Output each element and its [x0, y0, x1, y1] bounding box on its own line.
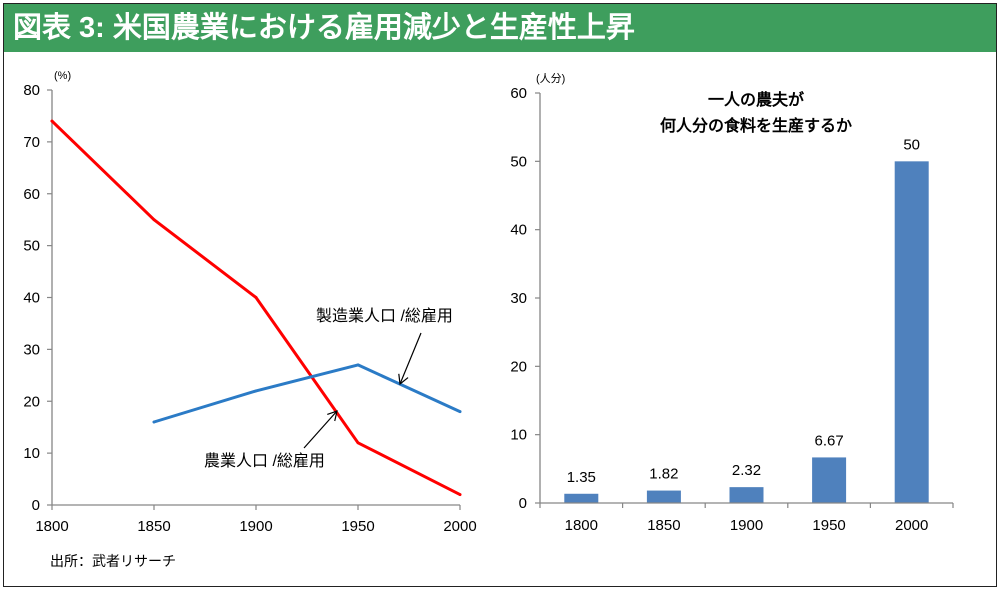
bar-chart-title-line-1: 一人の農夫が — [708, 90, 804, 109]
y-tick-label: 0 — [519, 495, 527, 512]
y-tick-label: 30 — [23, 341, 40, 358]
agriculture-data-point — [458, 493, 462, 497]
bar-data-label: 1.82 — [649, 466, 678, 483]
x-tick-label: 1900 — [239, 518, 272, 535]
y-tick-label: 50 — [510, 153, 527, 170]
bar-chart-y-unit: (人分) — [536, 72, 565, 85]
employment-share-line-chart: (%) 0 10 20 30 40 50 60 70 80 1800 1850 1900 1950 200… — [23, 70, 476, 535]
x-tick-label: 1950 — [341, 518, 374, 535]
bar-chart-title-line-2: 何人分の食料を生産するか — [660, 116, 852, 135]
y-tick-label: 10 — [510, 427, 527, 444]
agriculture-label-arrow — [303, 410, 338, 449]
line-chart-plot-area: 0 10 20 30 40 50 60 70 80 1800 1850 1900 1950 2000 — [23, 82, 476, 535]
bar-data-label: 1.35 — [567, 469, 596, 486]
x-tick-label: 1800 — [35, 518, 68, 535]
bar-1850 — [646, 490, 681, 503]
bar-data-label: 6.67 — [814, 432, 843, 449]
manufacturing-series-label: 製造業人口 /総雇用 — [316, 307, 453, 325]
x-tick-label: 1950 — [812, 517, 845, 534]
x-tick-label: 2000 — [443, 518, 476, 535]
manufacturing-data-point — [356, 363, 360, 367]
bar-1800 — [564, 493, 599, 503]
y-tick-label: 40 — [23, 290, 40, 307]
y-tick-label: 60 — [23, 186, 40, 203]
y-tick-label: 0 — [32, 497, 40, 514]
manufacturing-series-line — [152, 363, 462, 424]
agriculture-data-point — [254, 296, 258, 299]
bar-2000 — [894, 161, 929, 504]
agriculture-series-label: 農業人口 /総雇用 — [204, 452, 325, 470]
agriculture-data-point — [356, 441, 360, 445]
manufacturing-data-point — [152, 420, 156, 424]
y-tick-label: 60 — [510, 85, 527, 102]
farmer-productivity-bar-chart: (人分) 一人の農夫が 何人分の食料を生産するか 0 10 20 30 40 50 60 1.… — [510, 72, 954, 534]
y-tick-label: 40 — [510, 222, 527, 239]
manufacturing-label-arrow — [398, 332, 422, 386]
y-tick-label: 10 — [23, 445, 40, 462]
agriculture-data-point — [50, 119, 54, 123]
figure-title-bar: 図表 3: 米国農業における雇用減少と生産性上昇 — [4, 4, 996, 52]
line-chart-y-unit: (%) — [54, 70, 71, 82]
x-tick-label: 1850 — [137, 518, 170, 535]
x-tick-label: 2000 — [895, 517, 928, 534]
bar-1900 — [729, 487, 764, 503]
bar-data-label: 2.32 — [732, 462, 761, 479]
figure-title: 図表 3: 米国農業における雇用減少と生産性上昇 — [13, 12, 635, 44]
y-tick-label: 20 — [510, 358, 527, 375]
x-tick-label: 1850 — [647, 517, 680, 534]
bar-1950 — [812, 457, 847, 503]
source-note: 出所：武者リサーチ — [50, 553, 176, 569]
bar-chart-plot-area: 0 10 20 30 40 50 60 1.35 1800 1.82 1850 2.32 1900 6.6… — [510, 85, 954, 534]
bar-data-label: 50 — [903, 136, 920, 153]
y-tick-label: 80 — [23, 82, 40, 99]
y-tick-label: 20 — [23, 393, 40, 410]
agriculture-data-point — [152, 218, 156, 222]
y-tick-label: 70 — [23, 134, 40, 151]
manufacturing-data-point — [254, 389, 258, 393]
x-tick-label: 1800 — [565, 517, 598, 534]
manufacturing-data-point — [458, 410, 462, 414]
y-tick-label: 30 — [510, 290, 527, 307]
y-tick-label: 50 — [23, 238, 40, 255]
x-tick-label: 1900 — [730, 517, 763, 534]
